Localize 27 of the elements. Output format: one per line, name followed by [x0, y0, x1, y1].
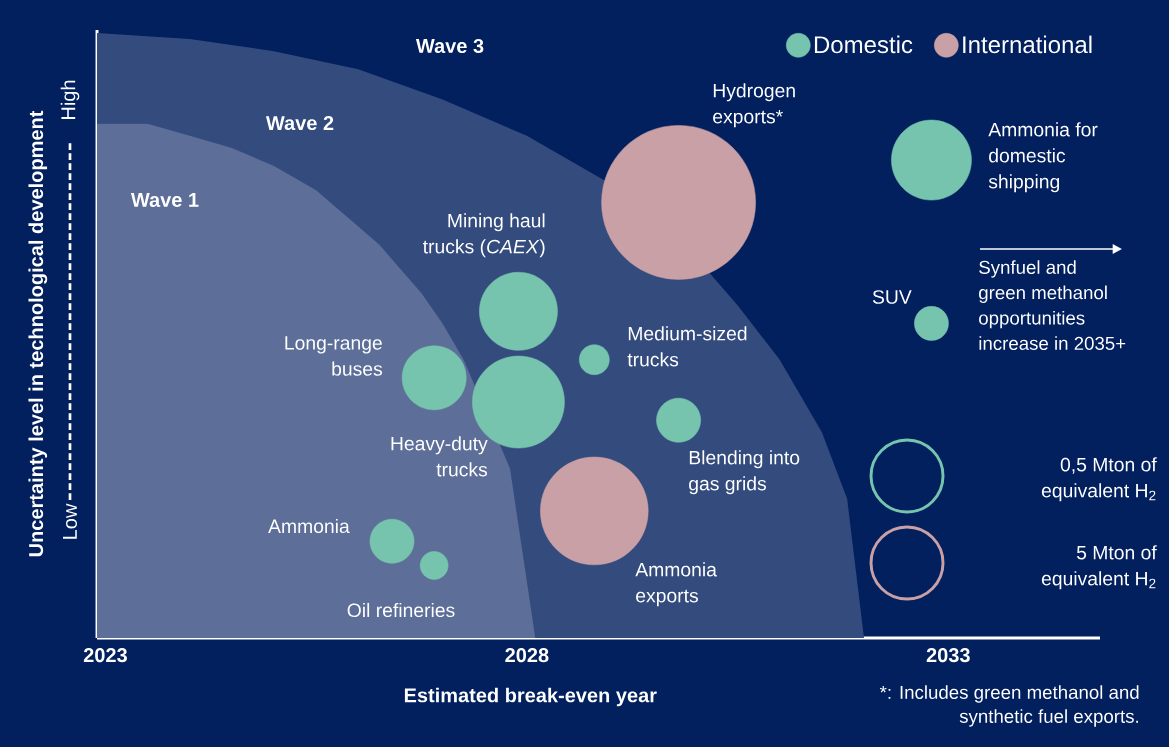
- annotation: Wave 3: [415, 38, 484, 54]
- x-tick-label: 2028: [505, 648, 549, 663]
- annotation: Ammonia exports: [635, 562, 717, 607]
- annotation: Heavy-duty trucks: [391, 436, 488, 477]
- annotation: Ammonia for domestic shipping: [988, 122, 1098, 193]
- annotation: Hydrogen exports*: [713, 83, 795, 128]
- y-axis-title: Uncertainty level in technological development: [28, 110, 48, 557]
- annotation: 5 Mton of equivalent H$_{2}$: [1041, 545, 1157, 590]
- annotation: Ammonia: [268, 518, 350, 534]
- annotation: 0,5 Mton of equivalent H$_{2}$: [1041, 457, 1157, 502]
- legend-label: International: [963, 35, 1092, 54]
- legend-label: Domestic: [814, 35, 913, 54]
- series-label: Wave 1: [130, 193, 199, 207]
- annotation: Oil refineries: [347, 602, 455, 618]
- annotation: SUV: [872, 290, 912, 304]
- annotation: Synfuel and green methanol opportunities increase in 2035+: [979, 260, 1126, 350]
- series-label: Wave 2: [265, 115, 334, 131]
- annotation: Long-range buses: [285, 336, 383, 376]
- annotation: Blending into gas grids: [689, 450, 800, 495]
- x-axis-title: Estimated break-even year: [404, 687, 657, 707]
- annotation: Medium-sized trucks: [627, 326, 747, 367]
- text: High: [60, 80, 80, 119]
- text: Low: [63, 503, 77, 539]
- annotation: Mining haul trucks (CAEX): [422, 213, 545, 258]
- x-tick-label: 2023: [83, 648, 127, 663]
- text: *: Includes green methanol and synthetic fuel exports.: [879, 685, 1139, 727]
- x-tick-label: 2033: [926, 648, 970, 663]
